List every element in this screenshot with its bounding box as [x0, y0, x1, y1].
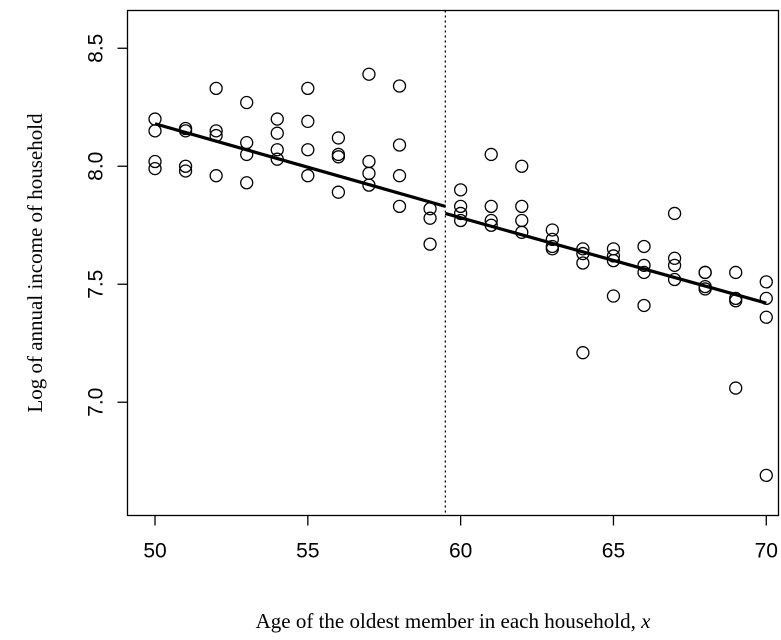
data-point [515, 199, 529, 214]
data-point [729, 265, 743, 280]
y-tick-label: 8.5 [85, 34, 108, 63]
data-point [240, 95, 254, 110]
data-point [576, 256, 590, 270]
data-point [301, 143, 315, 157]
data-point [453, 183, 468, 197]
data-point [392, 79, 407, 93]
data-point [637, 265, 651, 280]
data-point [698, 265, 712, 280]
y-axis: 7.0 7.5 8.0 8.5 [85, 34, 128, 417]
data-point [362, 67, 376, 81]
y-tick-label: 7.0 [85, 388, 108, 417]
data-point [270, 112, 284, 126]
data-point [759, 275, 773, 289]
data-point [545, 223, 559, 237]
x-tick-label: 55 [296, 540, 319, 563]
data-point [362, 154, 376, 169]
data-point [301, 81, 315, 96]
x-axis-label: Age of the oldest member in each househo… [256, 609, 651, 633]
data-point [606, 242, 621, 256]
data-point [148, 161, 162, 176]
data-point [484, 147, 498, 162]
data-point [362, 166, 376, 180]
fit-lines [154, 122, 767, 305]
data-point [637, 239, 651, 254]
data-point [545, 232, 559, 247]
x-tick-label: 70 [755, 540, 778, 563]
data-point [515, 159, 529, 173]
data-point [453, 206, 468, 221]
data-point [148, 154, 162, 169]
data-point [270, 126, 284, 140]
data-point [209, 81, 223, 96]
data-point [484, 199, 498, 214]
x-tick-label: 65 [602, 540, 625, 563]
data-point [576, 346, 590, 360]
data-points [148, 67, 773, 483]
data-point [759, 310, 773, 324]
data-point [392, 138, 407, 152]
data-point [392, 169, 407, 183]
data-point [270, 143, 284, 157]
data-point [178, 164, 193, 178]
data-point [637, 298, 651, 313]
x-tick-label: 60 [449, 540, 472, 563]
fit-line [154, 122, 446, 208]
data-point [637, 258, 651, 273]
data-point [759, 291, 773, 306]
data-point [606, 289, 621, 303]
data-point [729, 381, 743, 395]
fit-line [444, 211, 767, 305]
data-point [331, 150, 346, 164]
data-point [667, 251, 682, 265]
data-point [331, 185, 346, 199]
data-point [148, 124, 162, 138]
data-point [331, 131, 346, 145]
data-point [392, 199, 407, 214]
data-point [301, 169, 315, 183]
data-point [453, 199, 468, 214]
y-tick-label: 8.0 [85, 152, 108, 181]
data-point [178, 159, 193, 173]
data-point [240, 135, 254, 150]
x-axis: 50 55 60 65 70 [143, 515, 778, 563]
data-point [667, 206, 682, 221]
data-point [515, 213, 529, 228]
y-tick-label: 7.5 [85, 270, 108, 299]
y-axis-label: Log of annual income of household [23, 113, 47, 413]
data-point [148, 112, 162, 126]
data-point [759, 468, 773, 483]
data-point [209, 169, 223, 183]
data-point [209, 124, 223, 138]
data-point [667, 258, 682, 273]
data-point [240, 176, 254, 190]
data-point [423, 211, 437, 225]
x-tick-label: 50 [143, 540, 166, 563]
data-point [301, 114, 315, 129]
data-point [423, 237, 437, 251]
plot-frame [126, 9, 780, 517]
